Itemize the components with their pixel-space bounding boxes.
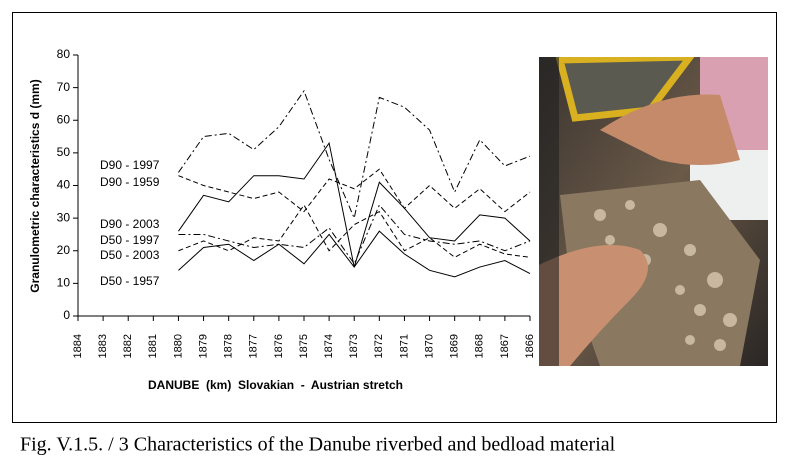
caption: Fig. V.1.5. / 3 Characteristics of the D…	[20, 434, 616, 456]
y-tick-label: 50	[57, 145, 71, 159]
x-tick-label: 1870	[423, 334, 435, 358]
photo	[539, 57, 768, 366]
series-line	[178, 204, 531, 265]
y-tick-label: 80	[57, 47, 71, 61]
y-tick-label: 20	[57, 243, 71, 257]
x-tick-label: 1878	[223, 334, 235, 358]
series-line	[178, 89, 531, 220]
series-line	[178, 141, 531, 268]
x-tick-label: 1880	[172, 334, 184, 358]
y-tick-label: 70	[57, 80, 71, 94]
x-tick-label: 1883	[97, 334, 109, 358]
series-label: D50 - 2003	[100, 248, 160, 262]
x-tick-label: 1868	[474, 334, 486, 358]
x-tick-label: 1881	[147, 334, 159, 358]
y-tick-label: 40	[57, 178, 71, 192]
x-tick-label: 1867	[499, 334, 511, 358]
y-tick-label: 10	[57, 276, 71, 290]
y-axis-title: Granulometric characteristics d (mm)	[28, 79, 42, 292]
y-tick-label: 0	[63, 308, 70, 322]
series-label: D90 - 1997	[100, 158, 160, 172]
y-tick-label: 60	[57, 112, 71, 126]
series-label: D50 - 1957	[100, 274, 160, 288]
series-label: D50 - 1997	[100, 233, 160, 247]
figure-frame	[12, 12, 777, 423]
x-tick-label: 1876	[273, 334, 285, 358]
series-label: D90 - 2003	[100, 217, 160, 231]
y-tick-label: 30	[57, 210, 71, 224]
x-axis-title: DANUBE (km) Slovakian - Austrian stretch	[148, 378, 403, 392]
series-line	[178, 204, 531, 258]
x-tick-label: 1866	[524, 334, 536, 358]
x-tick-label: 1877	[248, 334, 260, 358]
series-line	[178, 230, 531, 278]
x-tick-label: 1884	[72, 334, 84, 358]
x-tick-label: 1882	[122, 334, 134, 358]
series-label: D90 - 1959	[100, 175, 160, 189]
x-tick-label: 1872	[373, 334, 385, 358]
x-tick-label: 1879	[197, 334, 209, 358]
x-tick-label: 1869	[449, 334, 461, 358]
x-tick-label: 1871	[398, 334, 410, 358]
x-tick-label: 1873	[348, 334, 360, 358]
series-line	[178, 168, 531, 213]
x-tick-label: 1874	[323, 334, 335, 358]
x-tick-label: 1875	[298, 334, 310, 358]
